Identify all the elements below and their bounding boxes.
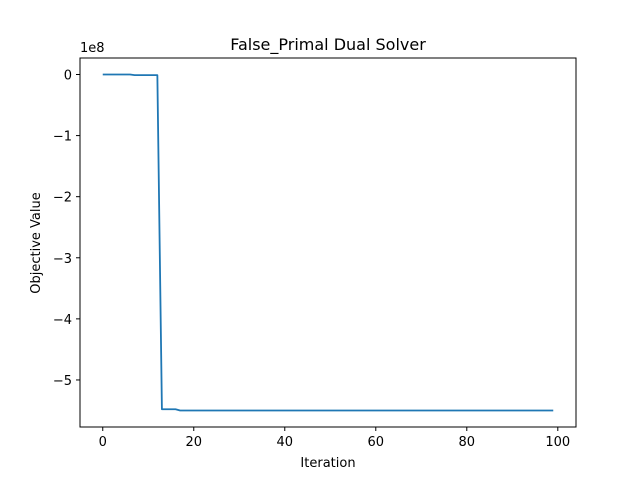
chart-title: False_Primal Dual Solver: [230, 35, 426, 55]
y-tick-label: 0: [64, 68, 72, 83]
y-tick-label: −3: [53, 252, 72, 267]
x-tick-label: 100: [545, 435, 570, 450]
x-tick-label: 40: [276, 435, 293, 450]
x-axis: 0 20 40 60 80 100: [99, 427, 570, 450]
plot-frame: [79, 57, 577, 428]
x-tick-label: 80: [459, 435, 476, 450]
y-axis: 0 −1 −2 −3 −4 −5: [53, 68, 80, 389]
y-offset-label: 1e8: [80, 41, 105, 56]
y-tick-label: −4: [53, 313, 72, 328]
x-axis-label: Iteration: [300, 456, 355, 471]
x-tick-label: 20: [185, 435, 202, 450]
y-axis-label: Objective Value: [29, 192, 44, 293]
plot-area: [102, 73, 554, 412]
y-tick-label: −1: [53, 130, 72, 145]
y-tick-label: −2: [53, 191, 72, 206]
series-line-0: [102, 73, 554, 412]
x-tick-label: 60: [368, 435, 385, 450]
y-tick-label: −5: [53, 374, 72, 389]
x-tick-label: 0: [99, 435, 107, 450]
